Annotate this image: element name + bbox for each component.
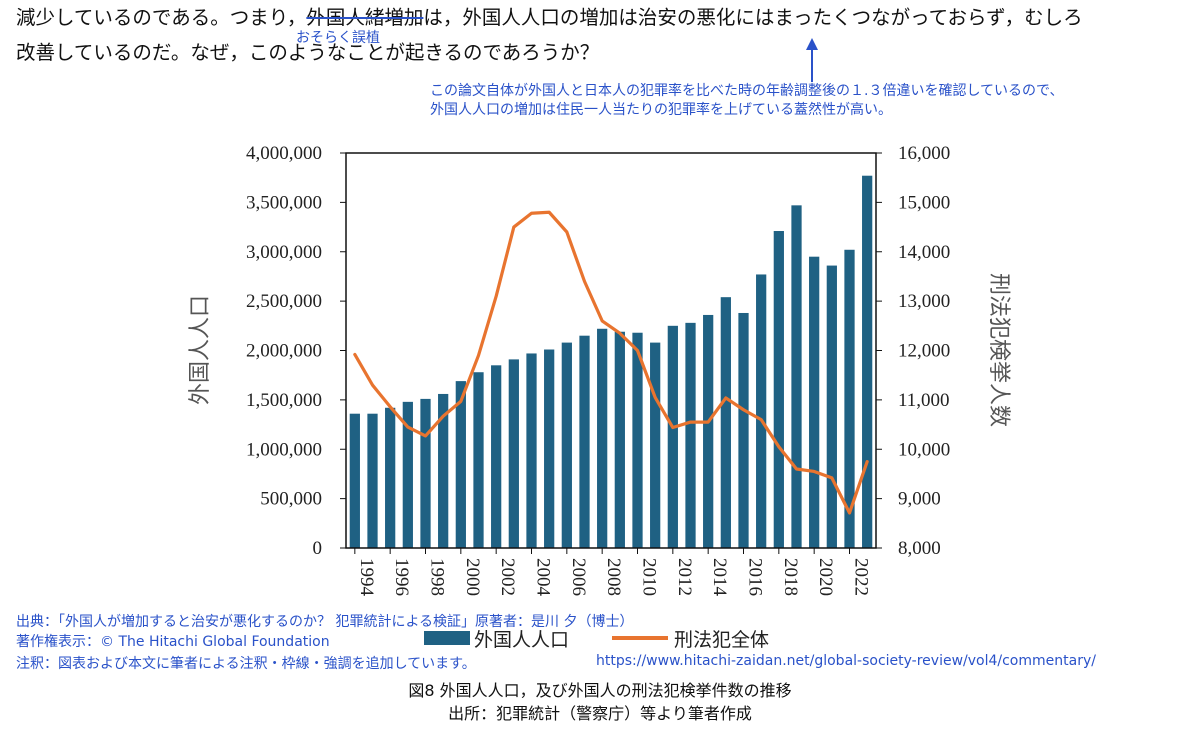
bar-1998 [420, 398, 431, 548]
bar-2010 [632, 332, 643, 548]
bar-2021 [826, 265, 837, 548]
bar-2003 [508, 359, 519, 548]
right-tick-label: 10,000 [898, 439, 950, 460]
left-axis-ticks: 0 500,000 1,000,000 1,500,000 2,000,000 2,500… [246, 143, 346, 559]
bar-2018 [773, 231, 784, 548]
bar-1994 [349, 413, 360, 548]
x-tick-label: 2020 [815, 558, 836, 596]
right-tick-label: 16,000 [898, 143, 950, 164]
copyright-notice: 著作権表示：© The Hitachi Global Foundation [16, 634, 330, 650]
line-series-layer [353, 210, 869, 515]
bar-2012 [667, 325, 678, 548]
comment-line-2: 外国人人口の増加は住民一人当たりの犯罪率を上げている蓋然性が高い。 [430, 102, 892, 118]
right-axis-title: 刑法犯検挙人数 [986, 273, 1011, 427]
right-tick-label: 14,000 [898, 242, 950, 263]
bar-2015 [720, 297, 731, 548]
x-tick-label: 2018 [780, 558, 801, 596]
bar-2011 [650, 342, 661, 548]
legend-bar-swatch [424, 631, 470, 645]
line-series-path [353, 210, 869, 515]
right-tick-label: 11,000 [898, 390, 950, 411]
bar-2000 [455, 381, 466, 548]
bar-2022 [844, 249, 855, 548]
left-axis-title: 外国人人口 [188, 295, 213, 405]
x-tick-label: 2014 [709, 558, 730, 597]
arrow-up-icon [806, 38, 818, 82]
bar-2004 [526, 353, 537, 548]
x-tick-label: 2008 [603, 558, 624, 596]
right-tick-label: 12,000 [898, 341, 950, 362]
struck-typo-text: 外国人緒増加 [306, 6, 424, 29]
x-tick-label: 1998 [427, 558, 448, 596]
left-tick-label: 2,000,000 [246, 341, 322, 362]
annotation-remark: 注釈：図表および本文に筆者による注釈・枠線・強調を追加しています。 [16, 656, 476, 672]
bar-2008 [597, 328, 608, 548]
right-tick-label: 9,000 [898, 489, 941, 510]
left-tick-label: 4,000,000 [246, 143, 322, 164]
para1-text-after: は，外国人人口の増加は治安の悪化にはまったくつながっておらず，むしろ [423, 6, 1083, 29]
x-tick-label: 2002 [497, 558, 518, 596]
bar-2005 [544, 349, 555, 548]
bar-2014 [703, 314, 714, 548]
bar-1999 [438, 393, 449, 548]
left-tick-label: 1,000,000 [246, 439, 322, 460]
figure-caption: 図8 外国人人口，及び外国人の刑法犯検挙件数の推移 [408, 681, 792, 700]
bar-1997 [402, 401, 413, 548]
bar-2017 [756, 274, 767, 548]
left-tick-label: 3,500,000 [246, 192, 322, 213]
legend-line-swatch [612, 636, 668, 640]
left-tick-label: 500,000 [260, 489, 322, 510]
right-axis-ticks: 8,000 9,000 10,000 11,000 12,000 13,000 14,000… [876, 143, 950, 559]
bar-2006 [561, 342, 572, 548]
comment-line-1: この論文自体が外国人と日本人の犯罪率を比べた時の年齢調整後の１.３倍違いを確認し… [430, 83, 1064, 99]
left-tick-label: 1,500,000 [246, 390, 322, 411]
plot-area-frame [345, 152, 877, 549]
body-paragraph-line-1: 減少しているのである。つまり，外国人緒増加は，外国人人口の増加は治安の悪化にはま… [16, 8, 1083, 28]
x-tick-label: 2000 [462, 558, 483, 596]
body-paragraph-line-2: 改善しているのだ。なぜ，このようなことが起きるのであろうか？ [16, 41, 600, 64]
figure-source-note: 出所：犯罪統計（警察庁）等より筆者作成 [448, 704, 752, 723]
x-axis-ticks: 1994 1996 1998 2000 2002 2004 2006 2008 2010 2012… [354, 548, 872, 597]
bar-2009 [614, 331, 625, 548]
x-tick-label: 2016 [745, 558, 766, 596]
bar-2002 [491, 365, 502, 548]
bar-2013 [685, 322, 696, 548]
left-tick-label: 0 [313, 538, 323, 559]
bar-1996 [385, 407, 396, 548]
bar-2001 [473, 372, 484, 548]
x-tick-label: 2004 [533, 558, 554, 597]
right-tick-label: 15,000 [898, 192, 950, 213]
x-tick-label: 1996 [391, 558, 412, 596]
source-url[interactable]: https://www.hitachi-zaidan.net/global-so… [596, 653, 1096, 669]
bar-2019 [791, 205, 802, 548]
typo-annotation: おそらく誤植 [296, 30, 380, 46]
bar-1995 [367, 413, 378, 548]
right-tick-label: 13,000 [898, 291, 950, 312]
x-tick-label: 1994 [356, 558, 377, 597]
right-tick-label: 8,000 [898, 538, 941, 559]
bar-2007 [579, 335, 590, 548]
legend-item-bar: 外国人人口 [424, 627, 570, 651]
x-tick-label: 2022 [851, 558, 872, 596]
para1-text-before: 減少しているのである。つまり， [16, 6, 307, 29]
x-tick-label: 2006 [568, 558, 589, 596]
bar-2023 [862, 175, 873, 548]
legend-line-label: 刑法犯全体 [674, 628, 770, 651]
left-tick-label: 2,500,000 [246, 291, 322, 312]
bar-2016 [738, 312, 749, 548]
source-credit: 出典：「外国人が増加すると治安が悪化するのか？ 犯罪統計による検証」原著者：是川… [16, 614, 634, 630]
x-tick-label: 2012 [674, 558, 695, 596]
left-tick-label: 3,000,000 [246, 242, 322, 263]
legend-item-line: 刑法犯全体 [612, 627, 770, 651]
legend-bar-label: 外国人人口 [474, 628, 570, 651]
x-tick-label: 2010 [639, 558, 660, 596]
bar-2020 [809, 256, 820, 548]
bar-series-layer [349, 175, 873, 548]
